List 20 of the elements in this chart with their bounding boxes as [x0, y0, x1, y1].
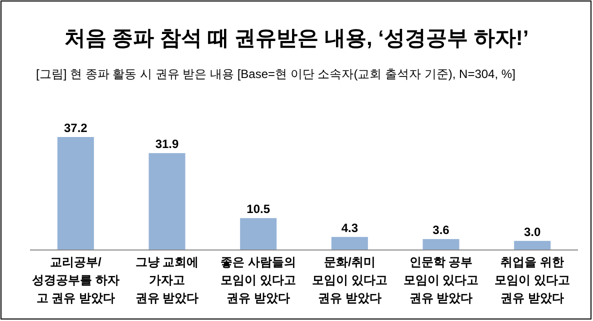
data-label: 37.2 [64, 121, 88, 135]
chart-subtitle: [그림] 현 종파 활동 시 권유 받은 내용 [Base=현 이단 소속자(교회 출석자 기준), N=304, %] [36, 67, 516, 81]
bar [57, 137, 94, 250]
bar [514, 240, 551, 250]
bar [331, 236, 368, 250]
bar [240, 218, 277, 250]
x-tick-label: 인문학 공부 모임이 있다고 권유 받았다 [403, 255, 479, 305]
x-tick-label: 좋은 사람들의 모임이 있다고 권유 받았다 [220, 255, 296, 305]
chart-title: 처음 종파 참석 때 권유받은 내용, ‘성경공부 하자!’ [64, 27, 529, 50]
data-label: 3.6 [432, 223, 450, 238]
data-label: 3.0 [524, 224, 541, 239]
data-label: 4.3 [341, 220, 358, 235]
x-tick-label: 교리공부/ 성경공부를 하자 고 권유 받았다 [32, 255, 120, 305]
data-label: 10.5 [246, 202, 270, 216]
x-tick-label: 그냥 교회에 가자고 권유 받았다 [135, 255, 199, 305]
bar [422, 239, 460, 250]
bar [148, 153, 186, 250]
data-label: 31.9 [155, 137, 179, 152]
x-tick-label: 취업을 위한 모임이 있다고 권유 받았다 [494, 255, 570, 305]
x-tick-label: 문화/취미 모임이 있다고 권유 받았다 [312, 255, 388, 305]
